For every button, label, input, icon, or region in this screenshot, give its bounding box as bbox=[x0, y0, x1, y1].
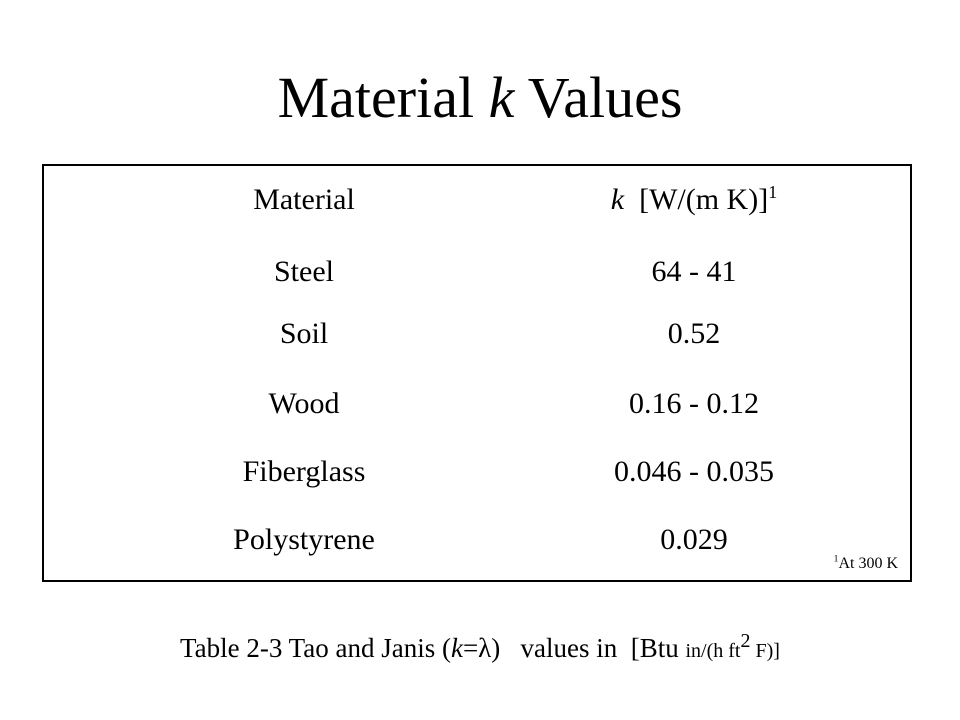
row-material-wood: Wood bbox=[268, 387, 340, 420]
caption-units: in/(h ft bbox=[685, 640, 741, 662]
row-k-fiberglass: 0.046 - 0.035 bbox=[614, 455, 774, 488]
row-material-polystyrene: Polystyrene bbox=[233, 523, 375, 556]
footnote-text: At 300 K bbox=[838, 555, 898, 572]
row-material-steel: Steel bbox=[274, 255, 334, 288]
row-k-polystyrene: 0.029 bbox=[660, 523, 728, 556]
header-k-symbol: k bbox=[610, 183, 625, 216]
caption-part2: ) values in [Btu bbox=[491, 633, 686, 663]
slide-title-k-symbol: k bbox=[488, 65, 515, 130]
header-k-units: [W/(m K)] bbox=[624, 183, 769, 216]
slide-title: Material k Values bbox=[0, 58, 960, 138]
row-k-soil: 0.52 bbox=[667, 317, 721, 350]
row-material-soil: Soil bbox=[279, 317, 329, 350]
row-k-steel: 64 - 41 bbox=[651, 255, 737, 288]
caption-equals-lambda: =λ bbox=[462, 633, 492, 663]
footnote-mark: 1 bbox=[833, 553, 839, 565]
caption-units-end: F)] bbox=[750, 640, 780, 662]
row-material-fiberglass: Fiberglass bbox=[242, 455, 366, 488]
header-footnote-mark: 1 bbox=[768, 182, 778, 202]
caption-part1: Table 2-3 Tao and Janis ( bbox=[180, 633, 451, 663]
slide-title-prefix: Material bbox=[277, 65, 489, 130]
header-k-value: k [W/(m K)]1 bbox=[534, 180, 854, 220]
row-k-wood: 0.16 - 0.12 bbox=[629, 387, 759, 420]
table-footnote: 1At 300 K bbox=[834, 554, 898, 574]
slide-title-suffix: Values bbox=[514, 65, 683, 130]
caption-k-symbol: k bbox=[450, 633, 463, 663]
material-k-table: Material k [W/(m K)]1 Steel 64 - 41 Soil… bbox=[42, 164, 912, 582]
header-material: Material bbox=[253, 183, 355, 216]
table-caption: Table 2-3 Tao and Janis (k=λ) values in … bbox=[0, 628, 960, 671]
caption-units-superscript: 2 bbox=[740, 630, 751, 652]
